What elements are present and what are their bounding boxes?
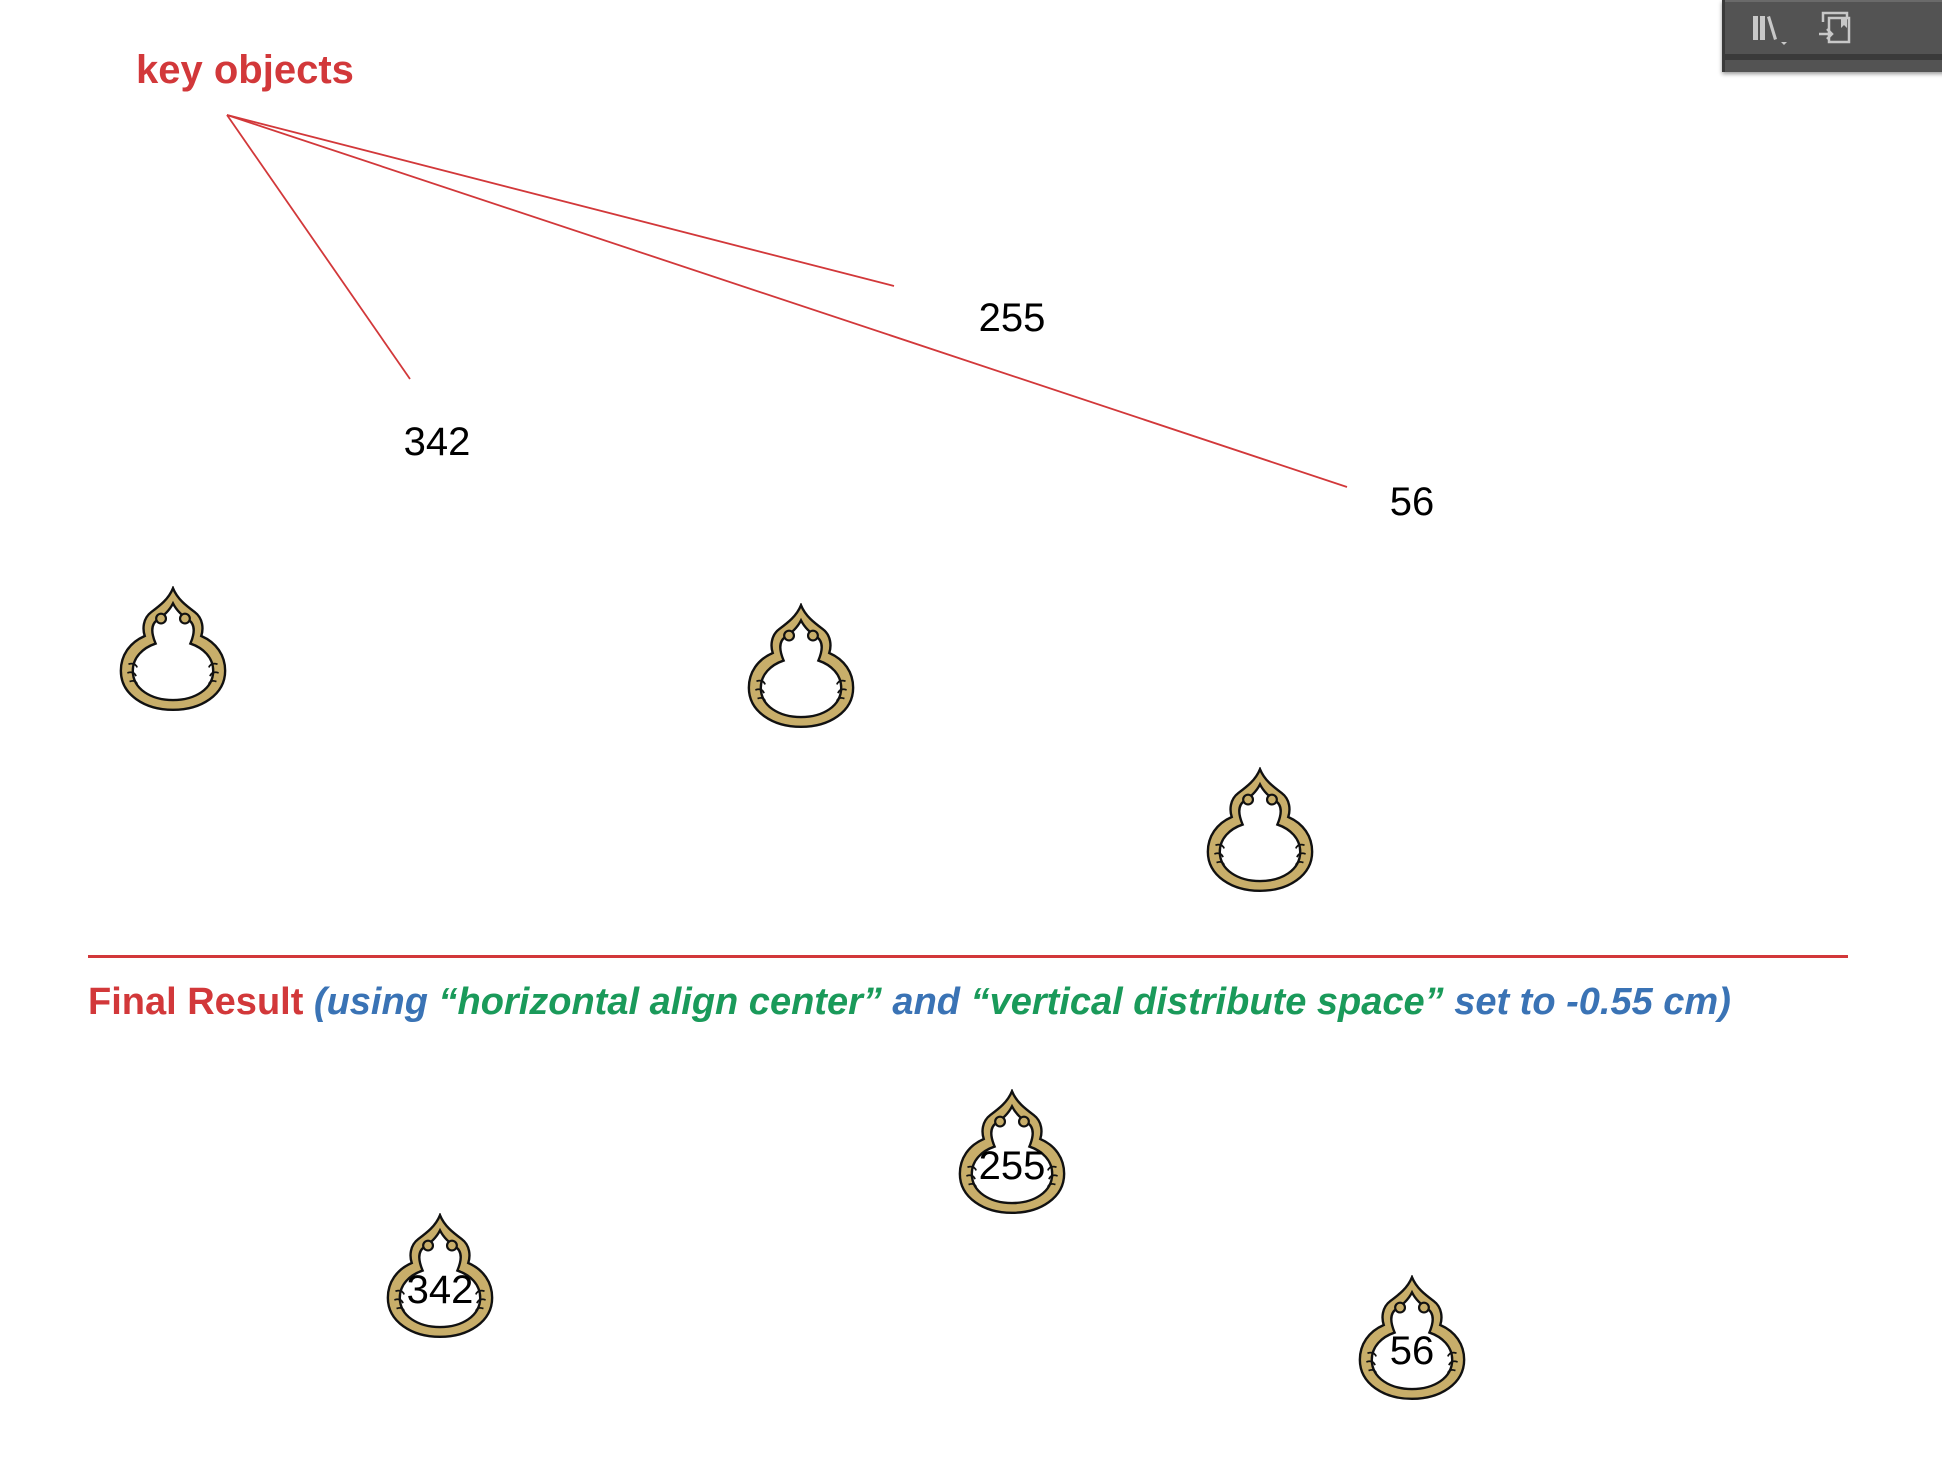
ornament-icon[interactable]: [119, 586, 228, 712]
pointer-line-56: [226, 114, 1348, 488]
ornament-icon[interactable]: [747, 603, 856, 729]
label-342[interactable]: 342: [403, 420, 471, 464]
pointer-line-255: [226, 114, 895, 287]
result-label-56[interactable]: 56: [1389, 1329, 1435, 1373]
divider-line: [88, 955, 1848, 958]
toolbar-top-edge: [1725, 0, 1942, 2]
pointer-line-342: [226, 114, 411, 380]
result-label-255[interactable]: 255: [978, 1144, 1046, 1188]
label-56[interactable]: 56: [1389, 480, 1435, 524]
caption-quote-distribute: “vertical distribute space”: [970, 981, 1444, 1023]
caption-quote-align: “horizontal align center”: [438, 981, 882, 1023]
place-embed-icon[interactable]: [1817, 10, 1857, 46]
caption-text: set to -0.55 cm): [1443, 981, 1731, 1023]
label-255[interactable]: 255: [978, 296, 1046, 340]
library-icon[interactable]: [1751, 10, 1791, 46]
ornament-icon[interactable]: [1206, 767, 1315, 893]
result-label-342[interactable]: 342: [406, 1268, 474, 1312]
final-result-label: Final Result: [88, 981, 304, 1023]
key-objects-title: key objects: [136, 48, 354, 92]
floating-toolbar: [1722, 0, 1942, 72]
caption-text: and: [881, 981, 971, 1023]
final-result-caption: Final Result (using “horizontal align ce…: [88, 980, 1731, 1026]
toolbar-bottom-bar: [1725, 54, 1942, 60]
caption-text: (using: [303, 981, 439, 1023]
